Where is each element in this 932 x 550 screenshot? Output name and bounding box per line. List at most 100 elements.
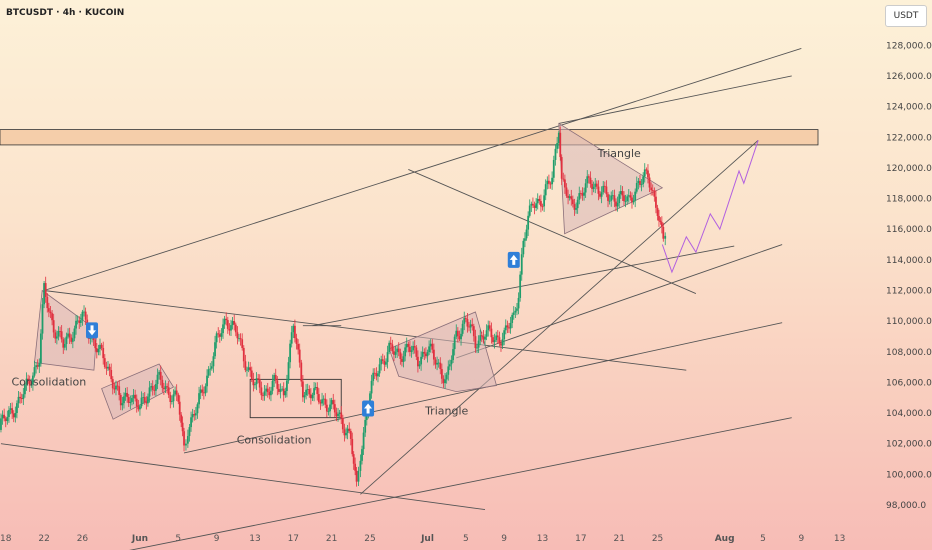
candle-body bbox=[113, 388, 116, 390]
candle-body bbox=[627, 195, 630, 197]
candle-body bbox=[554, 148, 557, 160]
candle-body bbox=[212, 356, 215, 367]
candle-body bbox=[121, 403, 124, 406]
arrow-down-icon bbox=[86, 322, 99, 339]
candle-body bbox=[359, 460, 362, 471]
candle-body bbox=[257, 378, 260, 380]
arrow-glyph bbox=[364, 403, 373, 414]
y-tick-label: 122,000.0 bbox=[886, 133, 932, 143]
candle-body bbox=[321, 399, 323, 404]
candle-body bbox=[19, 396, 22, 399]
candle-body bbox=[226, 320, 229, 329]
candle-body bbox=[123, 396, 125, 404]
candle-body bbox=[338, 412, 341, 414]
candle-body bbox=[223, 318, 226, 325]
candle-body bbox=[324, 398, 327, 405]
candle-body bbox=[225, 318, 228, 321]
candle-body bbox=[262, 395, 264, 397]
candle-body bbox=[199, 389, 202, 394]
pattern-shapes bbox=[34, 122, 664, 420]
candle-body bbox=[79, 320, 82, 323]
x-tick-label: 9 bbox=[214, 534, 220, 544]
candle-body bbox=[605, 186, 608, 195]
candle-body bbox=[228, 328, 231, 331]
candle-body bbox=[27, 378, 30, 381]
candle-body bbox=[308, 389, 311, 395]
candle-body bbox=[70, 337, 73, 342]
candle-body bbox=[185, 443, 187, 446]
x-tick-label: 21 bbox=[613, 534, 624, 544]
flag-shape bbox=[101, 363, 175, 420]
resistance-zone bbox=[0, 129, 819, 146]
candle-body bbox=[46, 296, 49, 309]
candle-body bbox=[615, 201, 617, 207]
candle-body bbox=[597, 186, 600, 194]
candle-body bbox=[602, 185, 605, 193]
candle-body bbox=[573, 204, 576, 210]
x-tick-label: 13 bbox=[834, 534, 845, 544]
x-tick-label: 17 bbox=[288, 534, 299, 544]
candle-body bbox=[415, 347, 418, 357]
candle-body bbox=[385, 362, 387, 365]
candle-body bbox=[190, 417, 192, 428]
candle-body bbox=[76, 320, 79, 322]
candle-body bbox=[471, 324, 474, 327]
trendline bbox=[129, 417, 792, 550]
candle-body bbox=[584, 183, 587, 193]
candle-body bbox=[327, 411, 330, 413]
candle-body bbox=[41, 304, 44, 334]
candle-body bbox=[616, 203, 619, 207]
candle-body bbox=[282, 388, 285, 396]
candle-body bbox=[147, 396, 149, 404]
currency-unit-button[interactable]: USDT bbox=[885, 5, 927, 27]
arrow-up-icon bbox=[362, 400, 375, 417]
candle-body bbox=[632, 200, 635, 203]
candle-body bbox=[613, 195, 616, 202]
candle-body bbox=[142, 397, 145, 398]
candle-body bbox=[576, 199, 579, 209]
candle-body bbox=[317, 394, 320, 403]
candle-body bbox=[110, 369, 113, 380]
candle-body bbox=[0, 418, 2, 430]
candle-body bbox=[455, 330, 458, 337]
candle-body bbox=[194, 413, 197, 416]
candle-body bbox=[156, 374, 159, 385]
candle-body bbox=[63, 344, 66, 348]
candle-body bbox=[552, 159, 555, 178]
candle-body bbox=[241, 339, 244, 348]
candle-body bbox=[442, 378, 445, 384]
candle-body bbox=[265, 388, 268, 392]
candle-body bbox=[522, 240, 525, 255]
candle-body bbox=[421, 351, 424, 357]
candle-body bbox=[132, 394, 135, 399]
candle-body bbox=[362, 432, 365, 450]
candle-body bbox=[621, 191, 624, 196]
candle-body bbox=[231, 321, 234, 326]
candle-body bbox=[289, 343, 292, 363]
candle-body bbox=[207, 369, 210, 376]
candle-body bbox=[394, 351, 397, 355]
candle-body bbox=[653, 190, 656, 197]
candle-body bbox=[68, 333, 71, 338]
candle-body bbox=[215, 333, 218, 343]
candle-body bbox=[587, 176, 590, 178]
candle-body bbox=[25, 378, 28, 385]
candle-body bbox=[198, 393, 200, 405]
candle-body bbox=[431, 343, 434, 350]
candle-body bbox=[309, 394, 312, 399]
candle-body bbox=[337, 413, 339, 417]
triangle-shape bbox=[388, 311, 498, 393]
candle-body bbox=[463, 318, 466, 324]
candle-body bbox=[270, 390, 272, 396]
x-tick-label: 5 bbox=[175, 534, 181, 544]
candle-body bbox=[345, 432, 347, 436]
candle-body bbox=[20, 398, 23, 400]
candle-body bbox=[201, 389, 204, 393]
y-tick-label: 124,000.0 bbox=[886, 103, 932, 113]
candle-body bbox=[563, 179, 566, 188]
candle-body bbox=[71, 338, 74, 342]
candle-body bbox=[524, 238, 526, 241]
candle-body bbox=[377, 373, 379, 377]
candle-body bbox=[249, 367, 252, 371]
